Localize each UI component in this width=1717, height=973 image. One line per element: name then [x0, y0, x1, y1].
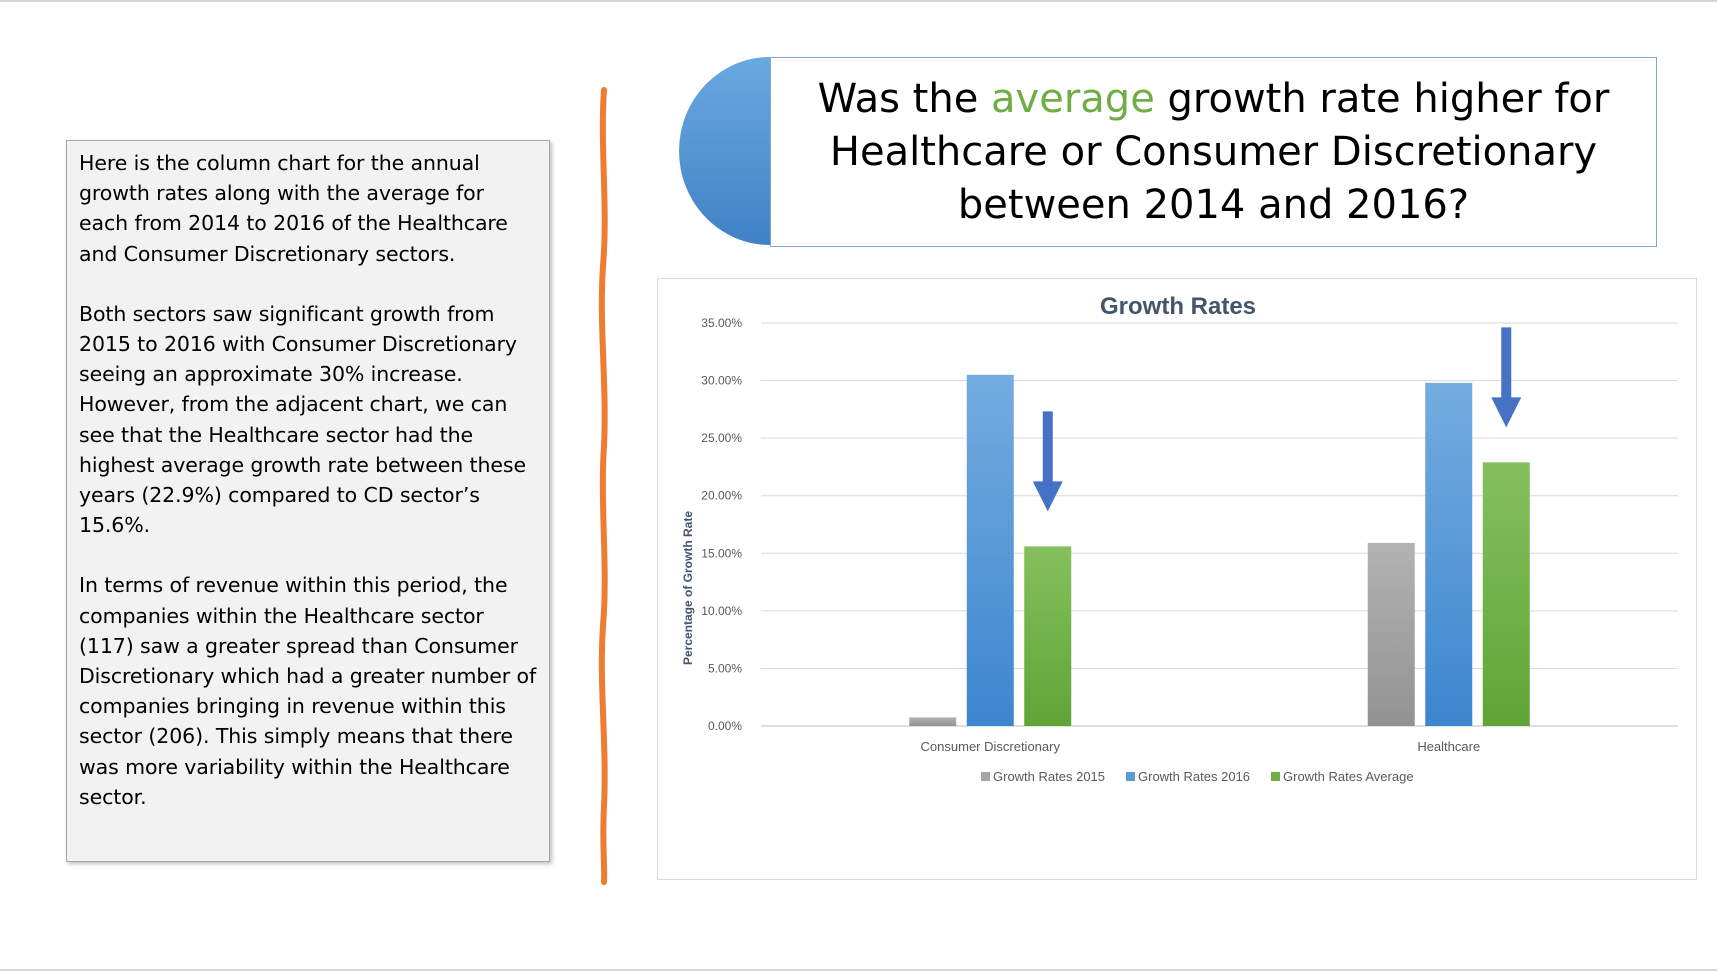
bar-growth-rates-average-consumer-discretionary	[1024, 546, 1072, 726]
x-category-label: Healthcare	[1417, 739, 1480, 754]
title-accent-word: average	[991, 75, 1155, 122]
slide-bottom-border	[0, 969, 1717, 971]
growth-rates-chart: Growth Rates Percentage of Growth Rate 0…	[657, 278, 1697, 880]
bar-growth-rates-2016-healthcare	[1425, 382, 1473, 726]
slide-top-border	[0, 0, 1717, 2]
bar-growth-rates-2015-consumer-discretionary	[909, 717, 957, 726]
legend-swatch	[1271, 772, 1280, 781]
title-part-start: Was the	[817, 75, 992, 122]
y-tick-label: 20.00%	[701, 489, 742, 503]
summary-paragraph-1: Here is the column chart for the annual …	[79, 151, 508, 266]
y-tick-label: 30.00%	[701, 374, 742, 388]
y-tick-label: 35.00%	[701, 316, 742, 330]
title-half-circle	[679, 57, 770, 245]
legend-label: Growth Rates 2015	[993, 769, 1105, 784]
y-tick-label: 5.00%	[708, 661, 742, 675]
y-axis-label: Percentage of Growth Rate	[681, 511, 695, 665]
y-tick-label: 0.00%	[708, 719, 742, 733]
down-arrow-icon	[1491, 327, 1522, 428]
x-category-label: Consumer Discretionary	[921, 739, 1061, 754]
y-tick-label: 10.00%	[701, 604, 742, 618]
bar-growth-rates-2015-healthcare	[1367, 542, 1415, 726]
y-tick-label: 15.00%	[701, 546, 742, 560]
title-part-end: growth rate higher for Healthcare or Con…	[829, 75, 1610, 228]
orange-divider-line	[598, 87, 608, 885]
slide-title: Was the average growth rate higher for H…	[771, 73, 1656, 232]
legend-swatch	[1126, 772, 1135, 781]
legend-swatch	[981, 772, 990, 781]
legend-label: Growth Rates Average	[1283, 769, 1414, 784]
summary-text-panel: Here is the column chart for the annual …	[66, 140, 550, 862]
y-tick-label: 25.00%	[701, 431, 742, 445]
bar-growth-rates-average-healthcare	[1482, 462, 1530, 726]
slide-title-box: Was the average growth rate higher for H…	[770, 57, 1657, 247]
summary-paragraph-2: Both sectors saw significant growth from…	[79, 301, 526, 538]
bar-growth-rates-2016-consumer-discretionary	[966, 374, 1014, 726]
legend-label: Growth Rates 2016	[1138, 769, 1250, 784]
chart-canvas: Growth Rates Percentage of Growth Rate 0…	[681, 293, 1678, 784]
summary-paragraph-3: In terms of revenue within this period, …	[79, 573, 537, 809]
down-arrow-icon	[1032, 411, 1063, 512]
chart-title: Growth Rates	[1100, 293, 1256, 320]
